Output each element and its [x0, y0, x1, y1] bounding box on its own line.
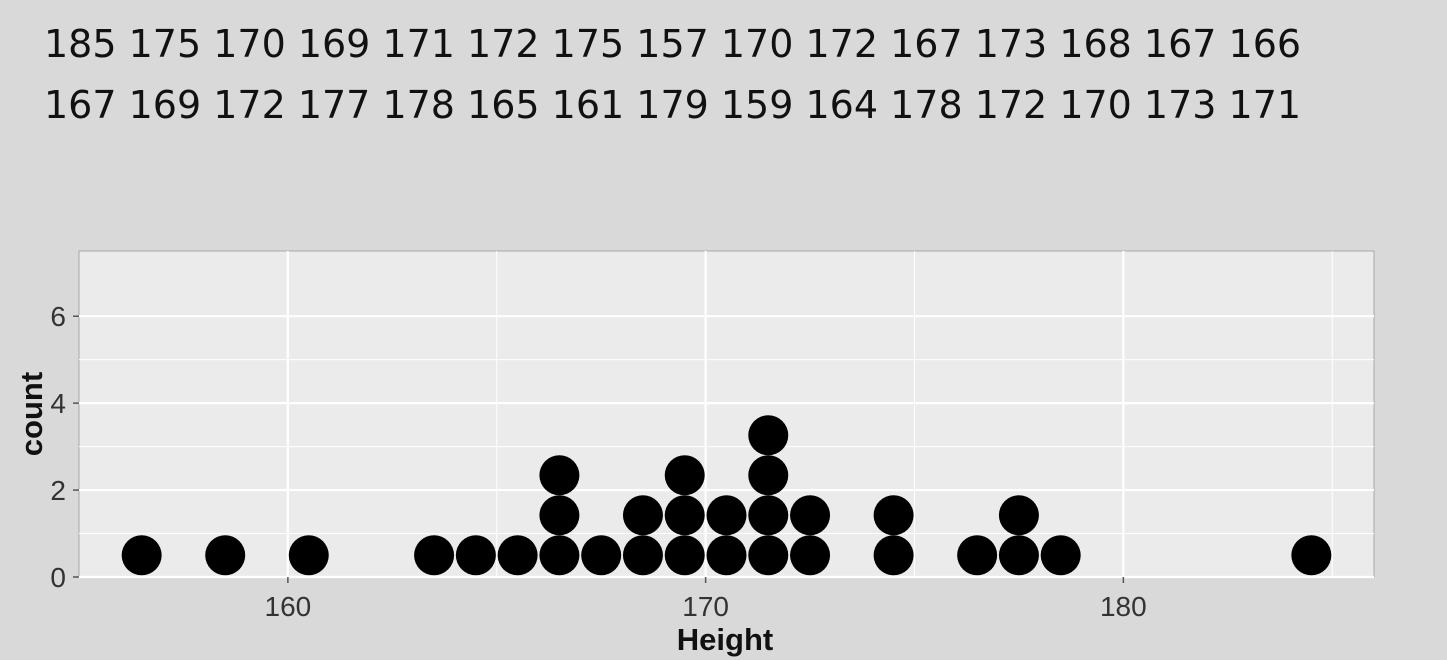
dot-point — [664, 535, 705, 576]
dot-point — [664, 455, 705, 496]
dot-point — [1040, 535, 1081, 576]
dot-point — [622, 535, 663, 576]
dot-point — [706, 495, 747, 536]
y-tick-label: 0 — [50, 562, 66, 593]
raw-data-line-1: 185 175 170 169 171 172 175 157 170 172 … — [44, 22, 1302, 66]
dot-point — [706, 535, 747, 576]
dot-point — [873, 535, 914, 576]
dot-point — [873, 495, 914, 536]
dot-point — [998, 495, 1039, 536]
dot-point — [748, 535, 789, 576]
dot-point — [622, 495, 663, 536]
x-tick-label: 170 — [682, 591, 729, 622]
y-axis-title: count — [14, 372, 49, 456]
raw-data-line-2: 167 169 172 177 178 165 161 179 159 164 … — [44, 83, 1302, 127]
axes: 160 170 180 0 2 4 6 — [50, 301, 1146, 622]
dot-point — [121, 535, 162, 576]
dot-point — [748, 415, 789, 456]
dot-point — [748, 455, 789, 496]
dot-point — [497, 535, 538, 576]
x-tick-label: 160 — [265, 591, 312, 622]
dot-point — [664, 495, 705, 536]
dot-point — [455, 535, 496, 576]
dot-point — [998, 535, 1039, 576]
x-tick-label: 180 — [1100, 591, 1147, 622]
dot-point — [790, 535, 831, 576]
dots — [121, 415, 1332, 576]
dot-point — [790, 495, 831, 536]
dot-point — [539, 495, 580, 536]
y-tick-label: 2 — [50, 475, 66, 506]
dot-point — [1291, 535, 1332, 576]
raw-data-list: 185 175 170 169 171 172 175 157 170 172 … — [44, 14, 1301, 136]
dot-point — [957, 535, 998, 576]
dot-point — [205, 535, 246, 576]
dot-point — [288, 535, 329, 576]
dot-point — [414, 535, 455, 576]
dot-point — [581, 535, 622, 576]
dot-point — [539, 455, 580, 496]
x-axis-title: Height — [677, 622, 773, 657]
dot-point — [539, 535, 580, 576]
y-tick-label: 6 — [50, 301, 66, 332]
dot-point — [748, 495, 789, 536]
y-tick-label: 4 — [50, 388, 66, 419]
